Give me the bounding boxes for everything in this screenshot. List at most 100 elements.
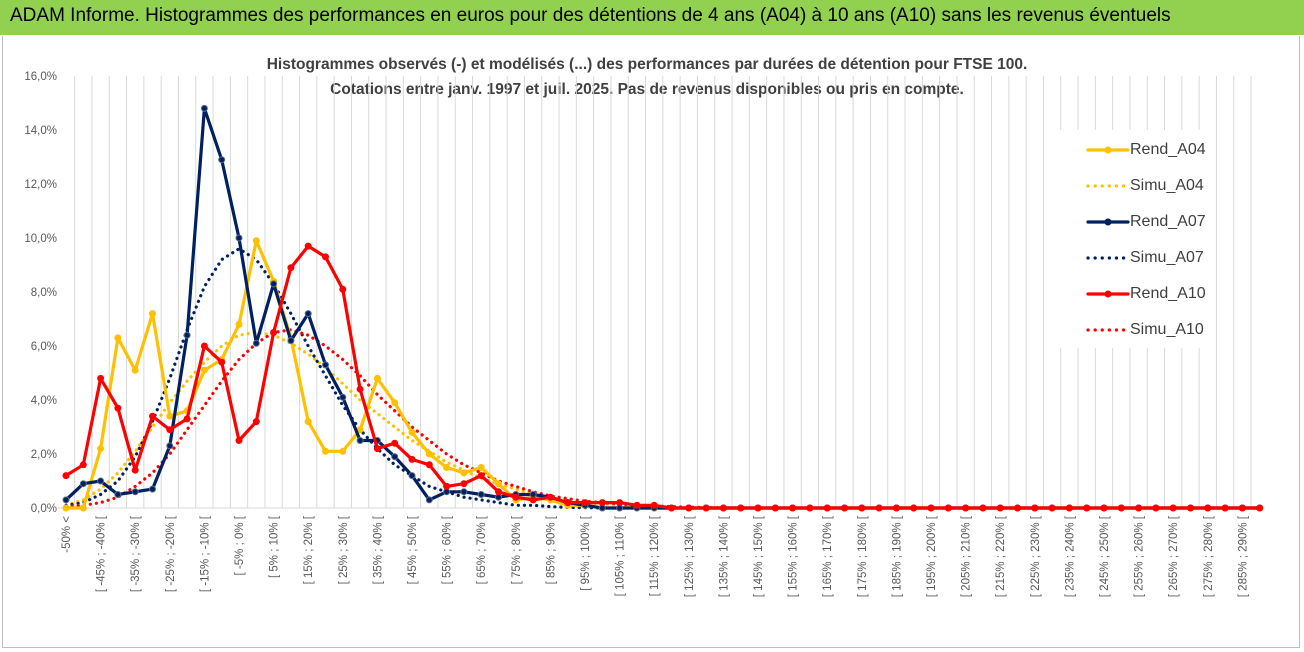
data-point: [114, 404, 122, 412]
data-point: [183, 331, 191, 339]
x-tick-label: -50% <: [61, 516, 73, 553]
legend-label: Simu_A04: [1130, 177, 1204, 194]
x-tick-label: [ 255% ; 260% [: [1134, 515, 1146, 597]
x-tick-label: [ 245% ; 250% [: [1099, 515, 1111, 597]
data-point: [339, 285, 347, 293]
x-tick-label: [ 55% ; 60% [: [442, 515, 454, 584]
data-point: [1083, 504, 1091, 512]
data-point: [408, 428, 416, 436]
x-tick-label: [ -15% ; -10% [: [199, 515, 211, 592]
data-point: [477, 472, 485, 480]
data-point: [875, 504, 883, 512]
data-point: [477, 491, 485, 498]
data-point: [737, 504, 745, 512]
legend-swatch: [1086, 290, 1130, 298]
x-tick-label: [ 175% ; 180% [: [857, 515, 869, 597]
data-point: [322, 361, 329, 369]
data-point: [460, 488, 468, 496]
data-point: [910, 504, 918, 512]
x-tick-label: [ 135% ; 140% [: [718, 515, 730, 597]
data-point: [131, 488, 139, 496]
data-point: [304, 418, 312, 426]
x-tick-label: [ -35% ; -30% [: [130, 515, 142, 592]
legend-item: Rend_A07: [1048, 210, 1212, 234]
x-tick-label: [ 105% ; 110% [: [615, 515, 627, 596]
data-point: [200, 366, 208, 374]
data-point: [1100, 504, 1108, 512]
data-point: [477, 464, 485, 471]
data-point: [1065, 504, 1073, 512]
data-point: [304, 242, 312, 250]
y-tick-label: 12,0%: [24, 179, 57, 191]
x-tick-label: [ 165% ; 170% [: [822, 515, 834, 597]
series-group: [62, 104, 1264, 512]
x-tick-label: [ 25% ; 30% [: [338, 515, 350, 584]
data-point: [1014, 504, 1021, 512]
y-tick-label: 10,0%: [24, 233, 57, 245]
legend-item: Rend_A04: [1048, 138, 1212, 162]
data-point: [1187, 504, 1194, 512]
data-point: [633, 501, 641, 509]
data-point: [218, 156, 226, 164]
data-point: [270, 329, 278, 336]
legend-swatch: [1086, 146, 1130, 154]
data-point: [495, 480, 502, 488]
data-point: [79, 480, 87, 488]
data-point: [322, 447, 329, 455]
y-tick-label: 4,0%: [31, 395, 57, 407]
data-point: [304, 310, 312, 318]
x-tick-label: [ 185% ; 190% [: [891, 515, 903, 597]
data-point: [131, 366, 139, 374]
x-tick-label: [ 235% ; 240% [: [1064, 515, 1076, 597]
data-point: [149, 310, 156, 318]
data-point: [789, 504, 797, 512]
data-point: [235, 234, 243, 242]
legend-label: Rend_A04: [1130, 141, 1206, 158]
data-point: [62, 496, 70, 504]
data-point: [598, 499, 606, 507]
x-tick-label: [ 75% ; 80% [: [511, 515, 523, 584]
data-point: [512, 493, 520, 501]
legend-label: Simu_A10: [1130, 321, 1204, 338]
x-tick-label: [ 65% ; 70% [: [476, 515, 488, 584]
data-point: [339, 447, 347, 455]
legend-swatch: [1086, 328, 1130, 332]
y-tick-label: 6,0%: [31, 341, 57, 353]
data-point: [546, 493, 554, 501]
data-point: [252, 339, 260, 347]
x-tick-label: [ 205% ; 210% [: [961, 515, 973, 597]
y-tick-label: 0,0%: [31, 503, 57, 515]
x-tick-label: [ -25% ; -20% [: [165, 515, 177, 592]
chart-title-line1: Histogrammes observés (-) et modélisés (…: [266, 56, 1028, 73]
legend: Rend_A04 Simu_A04 Rend_A07 Simu_A07 Rend_A10…: [1048, 130, 1212, 348]
data-point: [79, 504, 87, 512]
data-point: [425, 450, 433, 458]
data-point: [149, 485, 156, 493]
data-point: [425, 461, 433, 469]
data-point: [391, 399, 399, 407]
legend-swatch: [1086, 256, 1130, 260]
x-tick-label: [ 35% ; 40% [: [372, 515, 384, 584]
x-tick-label: [ 265% ; 270% [: [1168, 515, 1180, 597]
legend-label: Rend_A10: [1130, 285, 1206, 302]
data-point: [754, 504, 762, 512]
legend-item: Simu_A07: [1048, 246, 1212, 270]
data-point: [252, 418, 260, 426]
data-point: [97, 477, 105, 485]
data-point: [1204, 504, 1212, 512]
data-point: [408, 455, 416, 463]
data-point: [996, 504, 1004, 512]
x-tick-label: [ -45% ; -40% [: [96, 515, 108, 592]
data-point: [702, 504, 710, 512]
y-axis-ticks: 0,0% 2,0% 4,0% 6,0% 8,0% 10,0% 12,0% 14,0% 16,0%: [24, 71, 57, 515]
x-tick-label: [ 45% ; 50% [: [407, 515, 419, 584]
data-point: [322, 253, 329, 261]
data-point: [685, 504, 693, 512]
header-bar: ADAM Informe. Histogrammes des performan…: [0, 0, 1304, 35]
legend-item: Simu_A04: [1048, 174, 1212, 198]
data-point: [97, 445, 105, 453]
data-point: [771, 504, 779, 512]
legend-item: Rend_A10: [1048, 282, 1212, 306]
x-tick-label: [ 115% ; 120% [: [649, 515, 661, 596]
y-tick-label: 2,0%: [31, 449, 57, 461]
